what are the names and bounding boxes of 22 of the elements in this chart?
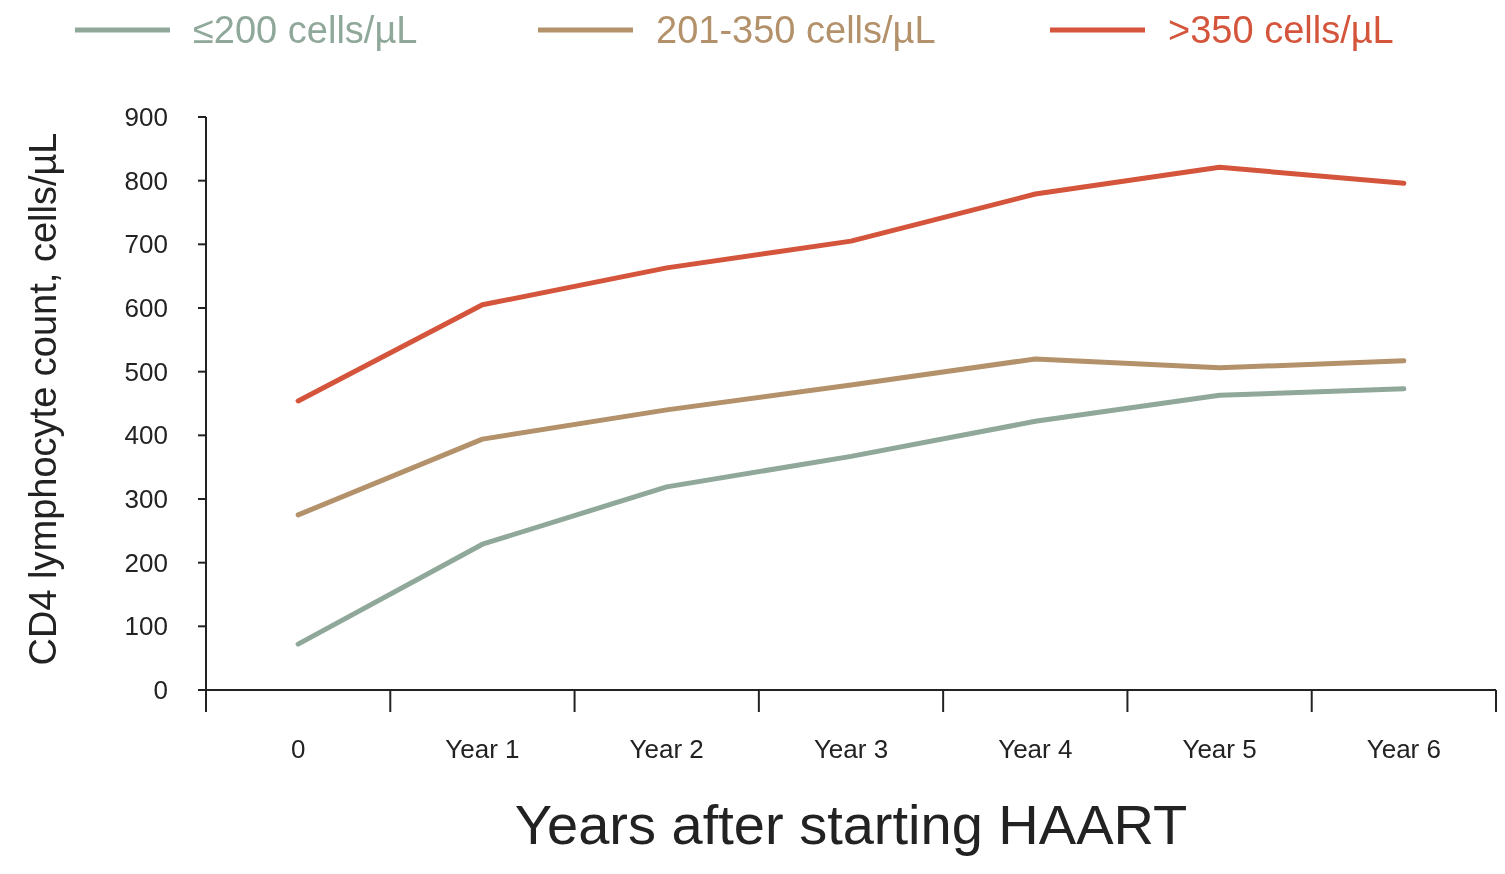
y-tick-label: 100: [124, 611, 168, 642]
y-axis-title: CD4 lymphocyte count, cells/µL: [22, 132, 64, 666]
y-tick-label: 300: [124, 484, 168, 515]
y-tick-label: 500: [124, 356, 168, 387]
y-tick-label: 400: [124, 420, 168, 451]
x-tick-label: Year 6: [1366, 734, 1441, 764]
y-tick-label: 900: [124, 102, 168, 133]
y-tick-label: 700: [124, 229, 168, 260]
y-tick-label: 200: [124, 547, 168, 578]
legend-label: ≤200 cells/µL: [193, 9, 418, 52]
x-tick-label: Year 4: [998, 734, 1073, 764]
x-tick-label: Year 3: [813, 734, 889, 764]
x-tick-label: Year 1: [445, 734, 520, 764]
x-axis-title: Years after starting HAART: [514, 793, 1188, 856]
y-tick-label: 800: [124, 165, 168, 196]
x-tick-label: 0: [290, 734, 306, 764]
legend-label: >350 cells/µL: [1168, 9, 1394, 52]
x-tick-label: Year 5: [1182, 734, 1257, 764]
legend-label: 201-350 cells/µL: [656, 9, 936, 52]
y-tick-label: 600: [124, 293, 168, 324]
x-tick-label: Year 2: [629, 734, 704, 764]
y-tick-label: 0: [153, 675, 168, 706]
